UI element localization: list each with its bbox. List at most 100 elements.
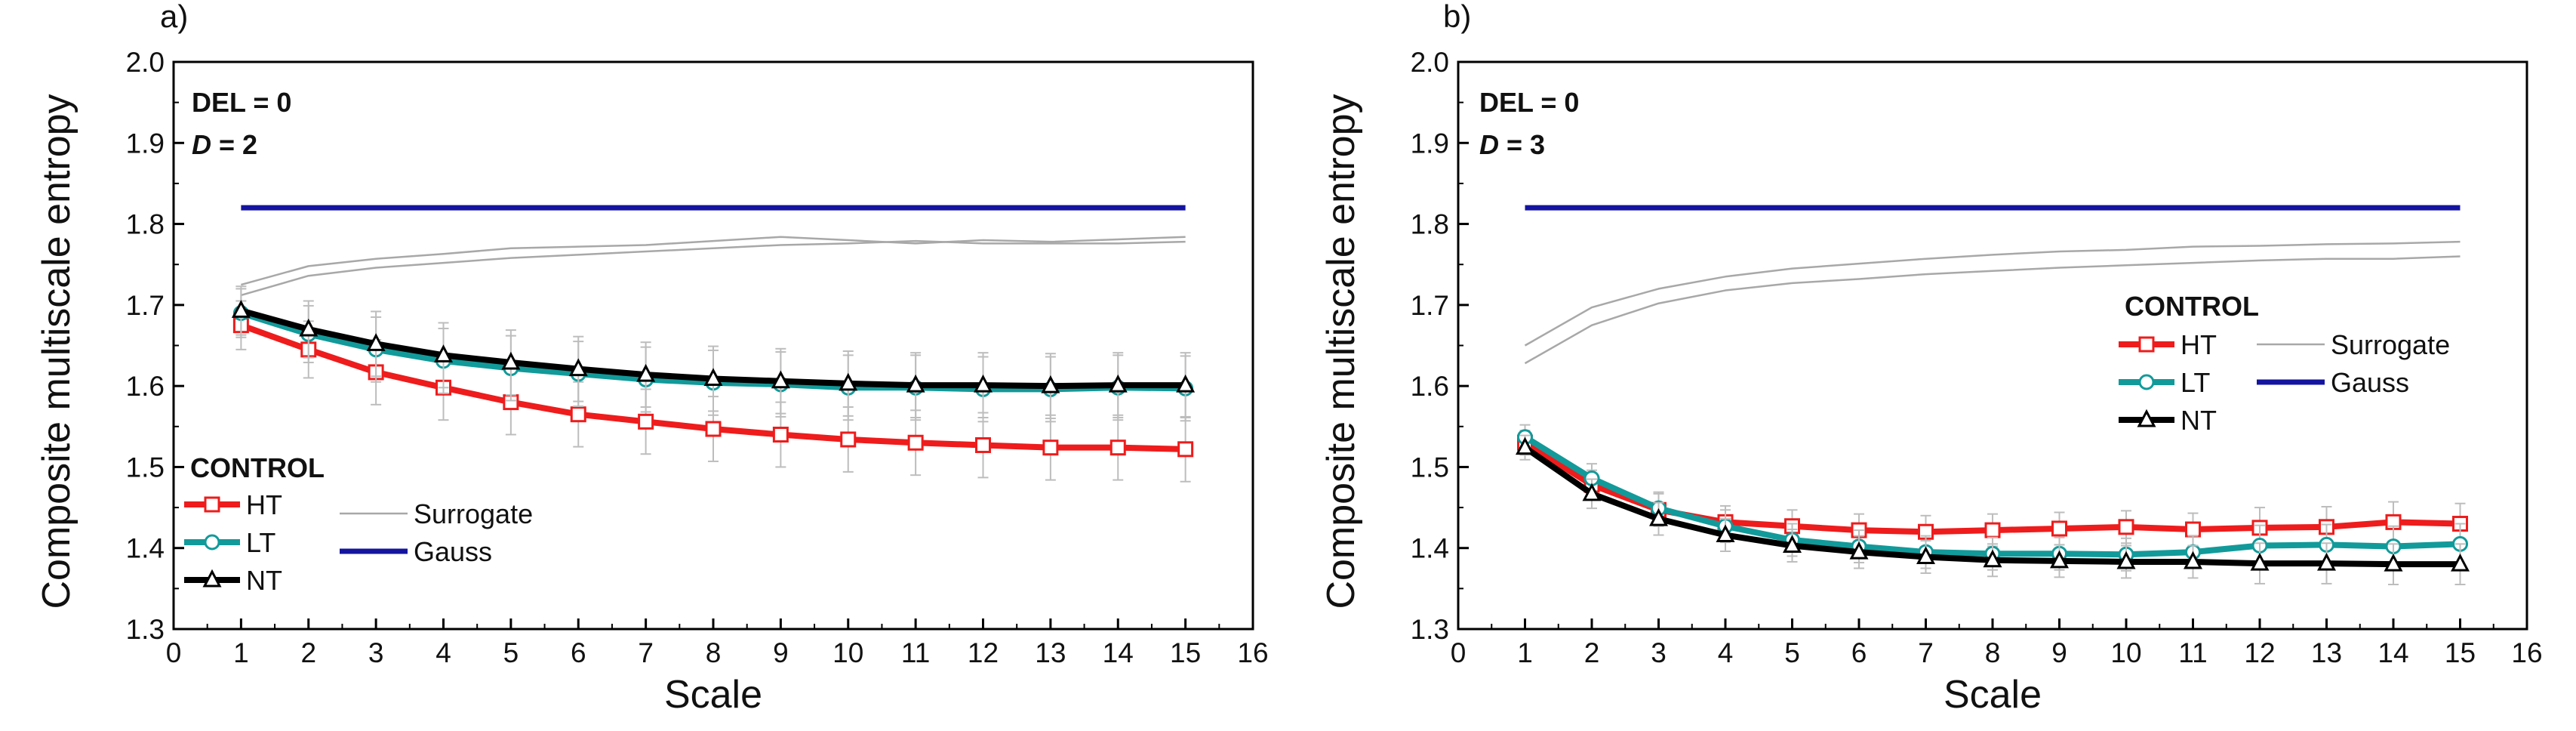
annotation-d: D = 3 [1479, 129, 1545, 160]
annotation-del: DEL = 0 [1479, 87, 1579, 118]
x-tick-label: 13 [1035, 637, 1066, 668]
data-point-nt [1916, 546, 1935, 565]
legend-marker [2138, 374, 2155, 390]
data-point-ht [1042, 440, 1059, 456]
series-surrogate [241, 236, 1186, 286]
panel-label: b) [1443, 0, 1471, 34]
data-point-nt [2317, 552, 2336, 571]
x-tick-label: 10 [2110, 637, 2141, 668]
legend-marker [202, 569, 222, 588]
x-tick-label: 6 [1851, 637, 1867, 668]
data-point-nt [1983, 549, 2002, 568]
x-tick-label: 4 [1718, 637, 1734, 668]
legend: CONTROL HT LT NT Surrogate Gauss [184, 452, 533, 596]
data-point-nt [906, 374, 925, 393]
data-point-ht [1109, 440, 1126, 456]
annotation-d-symbol: D [192, 129, 211, 160]
x-tick-label: 16 [2511, 637, 2542, 668]
chart-panel-b: b)0 1 2 3 4 5 6 7 8 9 10 11 12 13 14 15 161.31.41.51.61.… [1319, 0, 2543, 717]
data-point-ht [2118, 519, 2134, 535]
series-ht [1517, 430, 2468, 549]
x-tick-label: 8 [706, 637, 722, 668]
data-point-nt [636, 363, 656, 382]
data-point-nt [1716, 524, 1735, 543]
data-point-nt [299, 318, 319, 337]
legend: CONTROL HT LT NT Surrogate Gauss [2119, 291, 2450, 436]
data-point-ht [705, 421, 722, 437]
data-point-ht [638, 413, 654, 430]
x-tick-label: 2 [300, 637, 316, 668]
annotation-d-symbol: D [1479, 129, 1499, 160]
chart-panel-a: a)0 1 2 3 4 5 6 7 8 9 10 11 12 13 14 15 161.31.41.51.61.… [35, 0, 1269, 717]
y-tick-label: 1.4 [1411, 533, 1449, 564]
data-point-ht [1984, 522, 2001, 538]
data-point-ht [1177, 441, 1194, 458]
x-tick-label: 3 [368, 637, 384, 668]
y-tick-label: 1.6 [126, 371, 165, 402]
x-tick-label: 4 [435, 637, 451, 668]
legend-label: NT [2181, 405, 2217, 436]
y-tick-label: 1.8 [1411, 209, 1449, 240]
data-point-ht [2185, 521, 2201, 538]
y-tick-label: 1.7 [126, 290, 165, 321]
data-point-nt [1516, 436, 1534, 455]
data-point-nt [2451, 553, 2470, 572]
x-tick-label: 11 [901, 637, 930, 668]
x-tick-label: 15 [2445, 637, 2476, 668]
data-point-nt [2050, 550, 2069, 569]
x-axis-label: Scale [664, 673, 762, 717]
y-tick-label: 1.3 [1411, 614, 1449, 645]
legend-label: HT [246, 489, 282, 520]
x-tick-label: 15 [1170, 637, 1201, 668]
x-tick-label: 13 [2311, 637, 2342, 668]
x-tick-label: 5 [1784, 637, 1800, 668]
data-point-nt [2384, 553, 2403, 572]
data-point-nt [434, 344, 453, 362]
data-point-nt [501, 351, 521, 370]
data-point-ht [772, 427, 789, 443]
data-point-nt [1849, 541, 1869, 560]
data-point-nt [771, 370, 790, 389]
annotation-d-value: = 2 [211, 129, 257, 160]
y-tick-label: 1.7 [1411, 290, 1449, 321]
data-point-nt [568, 358, 588, 377]
x-tick-label: 3 [1651, 637, 1667, 668]
data-point-nt [839, 372, 858, 391]
x-tick-label: 0 [166, 637, 182, 668]
x-tick-label: 7 [1918, 637, 1934, 668]
data-point-nt [2250, 552, 2270, 571]
y-tick-label: 2.0 [1411, 47, 1449, 78]
series-line-surrogate-2 [1524, 255, 2461, 365]
legend-label: LT [2181, 367, 2210, 398]
data-point-ht [2051, 520, 2067, 537]
y-tick-label: 1.9 [1411, 128, 1449, 159]
x-tick-label: 0 [1451, 637, 1467, 668]
x-axis-label: Scale [1944, 673, 2042, 717]
panel-label: a) [160, 0, 188, 34]
legend-title: CONTROL [2125, 291, 2259, 322]
plot-frame [172, 60, 1254, 631]
data-point-nt [231, 300, 251, 318]
x-tick-label: 8 [1985, 637, 2001, 668]
series-line-surrogate [241, 236, 1186, 286]
data-point-ht [975, 436, 991, 453]
data-point-nt [1649, 507, 1668, 526]
x-tick-label: 6 [571, 637, 586, 668]
series-surrogate-2 [1524, 255, 2461, 365]
y-axis-label: Composite multiscale entropy [1319, 94, 1363, 609]
y-tick-label: 1.5 [126, 452, 165, 483]
data-point-nt [1108, 374, 1128, 393]
legend-marker [204, 496, 220, 513]
y-tick-label: 1.4 [126, 533, 165, 564]
legend-label: HT [2181, 329, 2217, 360]
data-point-nt [703, 368, 723, 386]
x-tick-label: 9 [2051, 637, 2067, 668]
series-nt [1516, 434, 2470, 585]
x-tick-label: 1 [233, 637, 249, 668]
legend-label: LT [246, 527, 275, 558]
data-point-nt [1176, 374, 1196, 393]
data-point-nt [2116, 551, 2136, 569]
series-nt [231, 285, 1196, 420]
data-point-ht [840, 431, 857, 448]
annotation-del: DEL = 0 [192, 87, 291, 118]
